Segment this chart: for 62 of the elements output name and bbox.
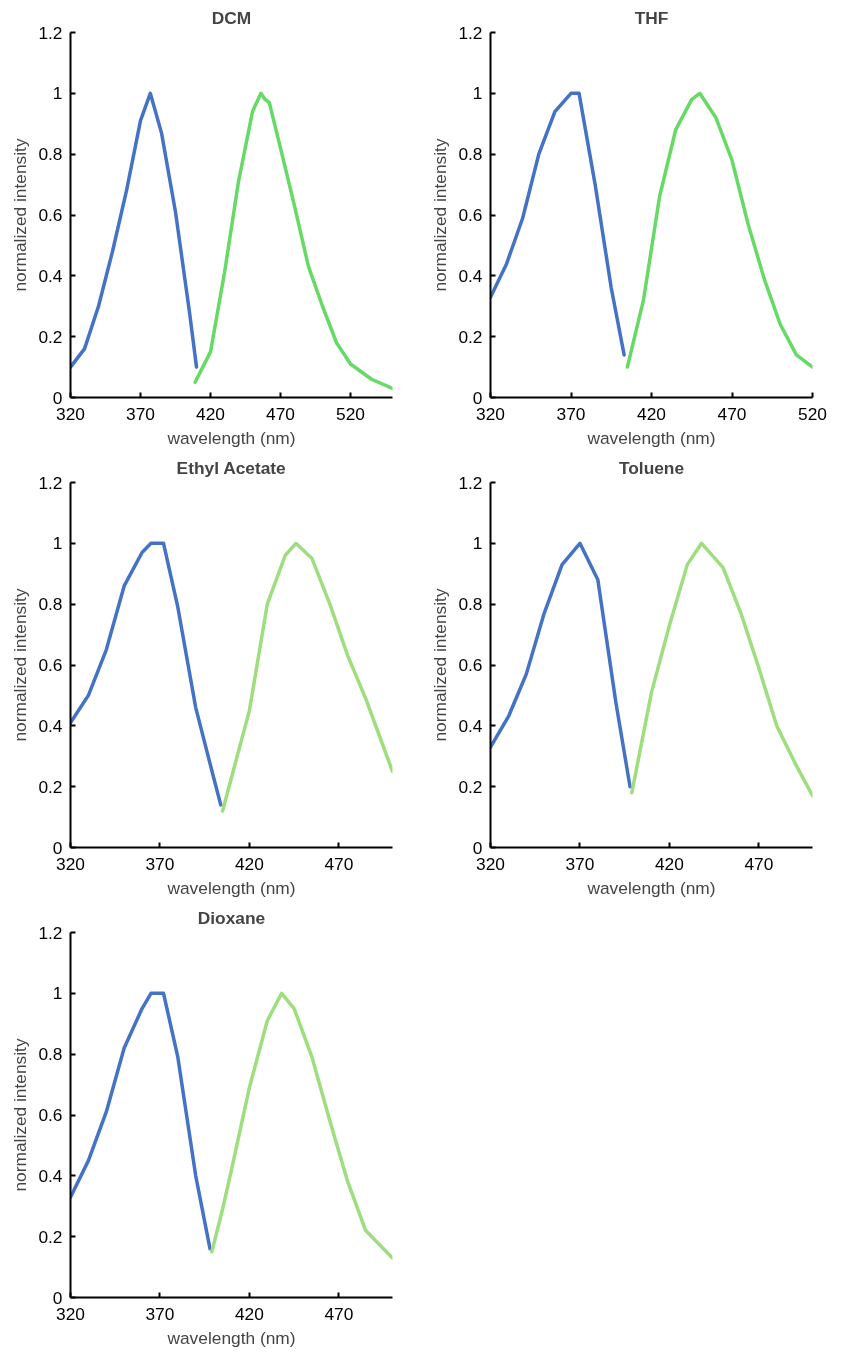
x-axis-title: wavelength (nm) bbox=[166, 427, 296, 448]
y-tick-label: 0.2 bbox=[38, 326, 63, 347]
y-axis-title: normalized intensity bbox=[10, 138, 31, 292]
x-axis-title: wavelength (nm) bbox=[586, 427, 716, 448]
x-tick-label: 420 bbox=[196, 403, 225, 424]
y-tick-label: 1 bbox=[52, 83, 63, 104]
y-tick-label: 1 bbox=[472, 533, 483, 554]
x-tick-label: 520 bbox=[336, 403, 365, 424]
x-tick-label: 470 bbox=[744, 853, 774, 874]
y-tick-label: 0.6 bbox=[458, 655, 483, 675]
chart-title: Toluene bbox=[618, 457, 685, 478]
x-tick-label: 420 bbox=[234, 853, 264, 874]
x-tick-label: 370 bbox=[145, 1303, 175, 1324]
y-tick-label: 0.4 bbox=[458, 715, 483, 736]
x-tick-label: 420 bbox=[654, 853, 684, 874]
y-tick-label: 1.2 bbox=[38, 472, 63, 493]
x-tick-label: 520 bbox=[798, 403, 827, 424]
y-tick-label: 0.4 bbox=[38, 715, 63, 736]
x-tick-label: 470 bbox=[324, 1303, 354, 1324]
y-tick-label: 0.2 bbox=[38, 1226, 63, 1247]
y-tick-label: 0.6 bbox=[38, 1105, 63, 1125]
x-tick-label: 370 bbox=[126, 403, 155, 424]
x-tick-label: 370 bbox=[565, 853, 595, 874]
y-axis-title: normalized intensity bbox=[430, 138, 451, 292]
x-axis-title: wavelength (nm) bbox=[166, 877, 296, 898]
x-tick-label: 370 bbox=[556, 403, 586, 424]
y-tick-label: 1.2 bbox=[38, 22, 63, 43]
y-tick-label: 0.2 bbox=[38, 776, 63, 797]
y-axis-title: normalized intensity bbox=[10, 588, 31, 742]
y-tick-label: 0.4 bbox=[38, 1165, 63, 1186]
x-tick-label: 420 bbox=[234, 1303, 264, 1324]
y-axis-title: normalized intensity bbox=[10, 1038, 31, 1192]
y-tick-label: 0.4 bbox=[458, 265, 483, 286]
x-tick-label: 470 bbox=[266, 403, 295, 424]
y-tick-label: 1.2 bbox=[38, 922, 63, 943]
y-tick-label: 0.6 bbox=[38, 205, 63, 225]
chart-title: THF bbox=[634, 7, 669, 28]
chart-title: DCM bbox=[211, 7, 252, 28]
y-tick-label: 0.4 bbox=[38, 265, 63, 286]
chart-title: Ethyl Acetate bbox=[176, 457, 287, 478]
x-axis-title: wavelength (nm) bbox=[586, 877, 716, 898]
y-tick-label: 1 bbox=[472, 83, 483, 104]
y-tick-label: 0.8 bbox=[38, 1044, 63, 1065]
y-tick-label: 0.6 bbox=[38, 655, 63, 675]
y-tick-label: 0.2 bbox=[458, 776, 483, 797]
y-tick-label: 0.6 bbox=[458, 205, 483, 225]
x-tick-label: 370 bbox=[145, 853, 175, 874]
x-tick-label: 470 bbox=[717, 403, 747, 424]
y-tick-label: 1 bbox=[52, 533, 63, 554]
y-tick-label: 1.2 bbox=[458, 472, 483, 493]
x-axis-title: wavelength (nm) bbox=[166, 1327, 296, 1348]
y-tick-label: 0.2 bbox=[458, 326, 483, 347]
y-tick-label: 1.2 bbox=[458, 22, 483, 43]
y-tick-label: 0.8 bbox=[458, 594, 483, 615]
y-tick-label: 0.8 bbox=[38, 144, 63, 165]
x-tick-label: 420 bbox=[637, 403, 666, 424]
y-tick-label: 0.8 bbox=[458, 144, 483, 165]
y-axis-title: normalized intensity bbox=[430, 588, 451, 742]
y-tick-label: 1 bbox=[52, 983, 63, 1004]
x-tick-label: 470 bbox=[324, 853, 354, 874]
chart-title: Dioxane bbox=[197, 907, 266, 928]
y-tick-label: 0.8 bbox=[38, 594, 63, 615]
